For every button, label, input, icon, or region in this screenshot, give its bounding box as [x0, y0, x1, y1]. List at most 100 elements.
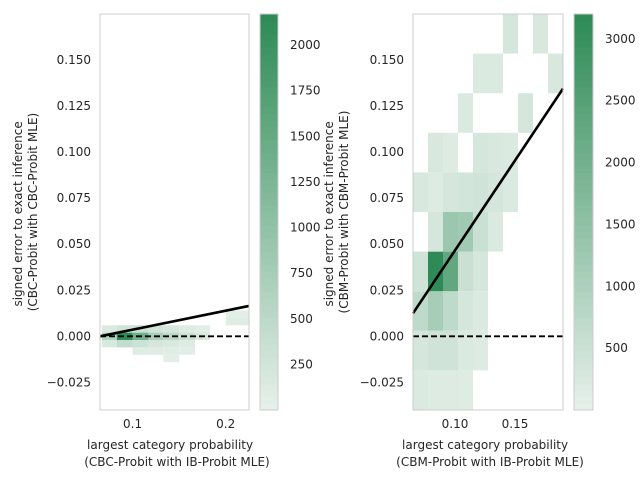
- right-colorbar-segment: [574, 278, 593, 286]
- left-colorbar-segment: [260, 93, 278, 101]
- left-x-axis-label: largest category probability (CBC-Probit…: [84, 438, 269, 469]
- right-colorbar-segment: [574, 152, 593, 160]
- right-colorbar-segment: [574, 27, 593, 35]
- right-colorbar-segment: [574, 66, 593, 74]
- right-colorbar-segment: [574, 251, 593, 259]
- right-x-axis-label-line1: largest category probability: [402, 438, 568, 452]
- right-colorbar-segment: [574, 179, 593, 187]
- right-x-tick-label: 0.10: [442, 417, 469, 431]
- right-colorbar: 500 1000 1500 2000 2500 3000: [573, 13, 636, 411]
- right-colorbar-segment: [574, 73, 593, 81]
- right-colorbar-segment: [574, 324, 593, 332]
- left-colorbar-segment: [260, 297, 278, 305]
- left-x-axis-label-line2: (CBC-Probit with IB-Probit MLE): [84, 455, 269, 469]
- left-colorbar-segment: [260, 20, 278, 28]
- right-heatmap-cell: [458, 330, 473, 371]
- left-colorbar-segment: [260, 291, 278, 299]
- right-heatmap-cell: [488, 132, 503, 173]
- right-chart: 0.10 0.15 −0.025 0.000 0.025 0.050 0.075 0.100 0…: [322, 13, 636, 469]
- left-heatmap-cell: [225, 310, 249, 318]
- left-heatmap-cell: [179, 340, 195, 348]
- left-colorbar-tick-label: 1750: [290, 84, 321, 98]
- left-colorbar-segment: [260, 311, 278, 319]
- right-colorbar-segment: [574, 126, 593, 134]
- left-heatmap-cell: [116, 340, 133, 348]
- right-plot-frame: [412, 13, 564, 411]
- left-colorbar-segment: [260, 218, 278, 226]
- left-colorbar-segment: [260, 205, 278, 213]
- right-colorbar-segment: [574, 337, 593, 345]
- right-heatmap-cell: [473, 172, 488, 212]
- left-colorbar-segment: [260, 383, 278, 391]
- right-colorbar-segment: [574, 33, 593, 41]
- right-heatmap-cell: [443, 330, 458, 371]
- left-colorbar-gradient: [260, 14, 278, 411]
- left-colorbar-tick-label: 1500: [290, 129, 321, 143]
- right-heatmap-cell: [443, 132, 458, 173]
- left-colorbar-segment: [260, 370, 278, 378]
- left-y-axis-label-line2: (CBC-Probit with CBC-Probit MLE): [26, 113, 40, 312]
- right-colorbar-segment: [574, 304, 593, 312]
- left-ticks: 0.1 0.2 −0.025 0.000 0.025 0.050 0.075 0.100 0.1…: [47, 53, 236, 431]
- right-x-tick-label: 0.15: [502, 417, 529, 431]
- right-y-tick-label: 0.150: [370, 53, 404, 67]
- left-heatmap-cell: [179, 347, 195, 355]
- left-heatmap-cell: [101, 340, 117, 348]
- left-colorbar-segment: [260, 99, 278, 107]
- right-colorbar-segment: [574, 40, 593, 48]
- right-colorbar-segment: [574, 192, 593, 200]
- right-heatmap-cell: [458, 251, 473, 292]
- right-heatmap-cell: [548, 53, 563, 94]
- right-x-axis-label: largest category probability (CBM-Probit…: [396, 438, 584, 469]
- right-heatmap-cell: [443, 172, 458, 212]
- right-colorbar-segment: [574, 370, 593, 378]
- right-heatmap-cell: [473, 251, 488, 292]
- right-heatmap-cell: [428, 370, 443, 410]
- left-heatmap-cell: [163, 340, 180, 348]
- right-colorbar-segment: [574, 198, 593, 206]
- left-colorbar-segment: [260, 304, 278, 312]
- left-colorbar: 250 500 750 1000 1250 1500 1750 2000: [259, 13, 321, 411]
- left-colorbar-segment: [260, 225, 278, 233]
- right-heatmap-cell: [443, 291, 458, 331]
- left-y-tick-label: 0.100: [57, 145, 91, 159]
- left-heatmap-cell: [225, 317, 249, 326]
- left-colorbar-segment: [260, 146, 278, 154]
- left-colorbar-segment: [260, 139, 278, 147]
- left-colorbar-segment: [260, 80, 278, 88]
- right-colorbar-segment: [574, 317, 593, 325]
- left-colorbar-segment: [260, 40, 278, 48]
- right-colorbar-tick-label: 2500: [605, 94, 636, 108]
- right-colorbar-segment: [574, 350, 593, 358]
- right-colorbar-segment: [574, 172, 593, 180]
- right-colorbar-tick-label: 500: [605, 341, 628, 355]
- right-colorbar-tick-label: 1500: [605, 217, 636, 231]
- left-x-tick-label: 0.1: [123, 417, 142, 431]
- left-heatmap-cell: [148, 347, 164, 355]
- left-colorbar-segment: [260, 113, 278, 121]
- left-colorbar-segment: [260, 337, 278, 345]
- right-colorbar-segment: [574, 20, 593, 28]
- left-colorbar-tick-label: 750: [290, 266, 313, 280]
- left-colorbar-segment: [260, 403, 278, 411]
- left-y-tick-label: 0.000: [57, 329, 91, 343]
- left-heatmap-cell: [148, 325, 164, 333]
- left-y-tick-label: −0.025: [47, 375, 91, 389]
- left-colorbar-segment: [260, 185, 278, 193]
- right-heatmap-cell: [443, 212, 458, 252]
- right-colorbar-segment: [574, 377, 593, 385]
- left-x-axis-label-line1: largest category probability: [87, 438, 253, 452]
- right-heatmap-cell: [413, 330, 428, 371]
- right-heatmap-cell: [428, 251, 443, 292]
- right-colorbar-segment: [574, 146, 593, 154]
- left-colorbar-segment: [260, 172, 278, 180]
- right-colorbar-segment: [574, 47, 593, 55]
- right-heatmap-cell: [413, 370, 428, 410]
- right-heatmap-cell: [428, 212, 443, 252]
- left-colorbar-segment: [260, 258, 278, 266]
- right-x-axis-label-line2: (CBM-Probit with IB-Probit MLE): [396, 455, 584, 469]
- left-colorbar-segment: [260, 33, 278, 41]
- left-colorbar-segment: [260, 324, 278, 332]
- left-colorbar-tick-label: 2000: [290, 38, 321, 52]
- left-colorbar-segment: [260, 106, 278, 114]
